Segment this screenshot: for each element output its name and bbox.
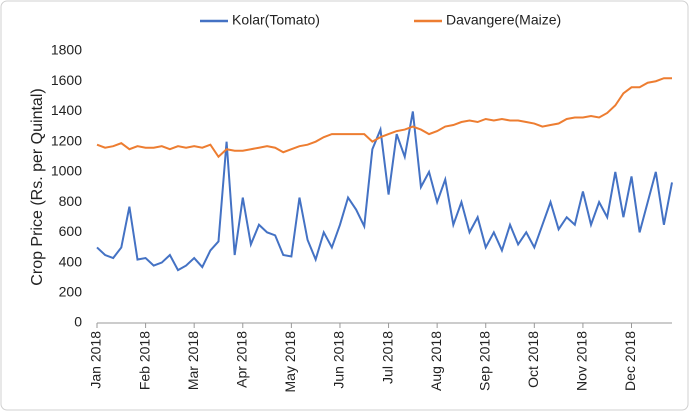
x-tick-label: Oct 2018 (525, 331, 541, 388)
y-tick-label: 600 (59, 223, 83, 239)
y-tick-label: 0 (74, 314, 82, 330)
series-line (96, 77, 672, 159)
y-tick-label: 1400 (51, 102, 82, 118)
y-tick-label: 1000 (51, 163, 82, 179)
y-tick-label: 800 (59, 193, 83, 209)
series-line (96, 111, 673, 272)
x-tick-label: Jun 2018 (331, 331, 347, 389)
y-tick-label: 200 (59, 283, 83, 299)
x-tick-label: Nov 2018 (574, 331, 590, 391)
legend-label: Davangere(Maize) (446, 12, 561, 28)
x-tick-label: Jan 2018 (88, 331, 104, 389)
x-tick-label: May 2018 (282, 331, 298, 393)
y-tick-label: 1200 (51, 132, 82, 148)
x-tick-label: Apr 2018 (233, 331, 249, 388)
x-tick-label: Aug 2018 (428, 331, 444, 391)
y-axis-label: Crop Price (Rs. per Quintal) (29, 88, 46, 285)
y-tick-label: 1800 (51, 42, 82, 58)
x-tick-label: Jul 2018 (379, 331, 395, 384)
x-tick-label: Mar 2018 (185, 331, 201, 390)
x-tick-label: Dec 2018 (622, 331, 638, 391)
x-tick-label: Sep 2018 (476, 331, 492, 391)
y-tick-label: 400 (59, 253, 83, 269)
y-tick-label: 1600 (51, 72, 82, 88)
legend-label: Kolar(Tomato) (232, 12, 320, 28)
x-tick-label: Feb 2018 (136, 331, 152, 390)
